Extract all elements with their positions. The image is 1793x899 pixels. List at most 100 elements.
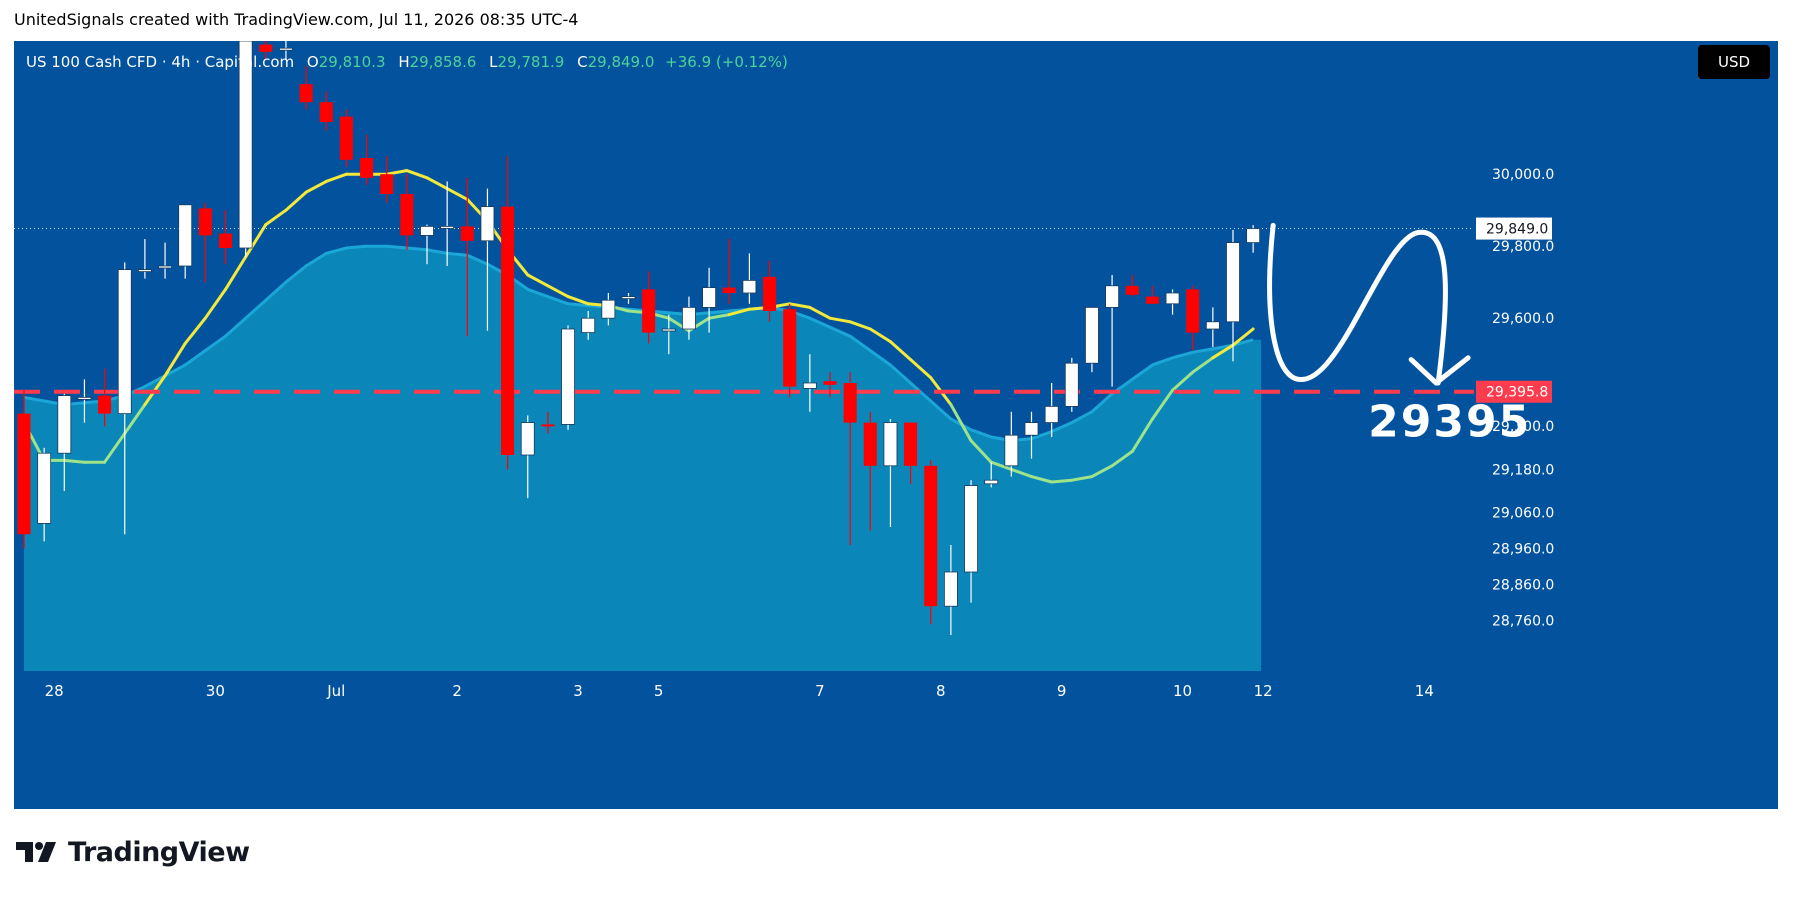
candle-body: [944, 571, 958, 607]
x-tick-label: 7: [815, 682, 825, 700]
candle-body: [1186, 289, 1200, 333]
ma-fast-segment: [1050, 478, 1074, 484]
candle: [1145, 285, 1159, 304]
x-tick-label: 9: [1057, 682, 1067, 700]
candle: [783, 303, 797, 398]
candle: [259, 41, 273, 59]
ma-fast-segment: [969, 439, 993, 464]
candle-body: [319, 102, 333, 122]
candle: [279, 41, 293, 59]
x-tick-label: 12: [1254, 682, 1273, 700]
close-value: 29,849.0: [587, 53, 655, 71]
ma-fast-segment: [1009, 467, 1033, 479]
x-tick-label: Jul: [326, 682, 345, 700]
candle-body: [299, 84, 313, 103]
candle: [904, 422, 918, 484]
candle: [742, 253, 757, 304]
candle-body: [1004, 434, 1019, 467]
ma-fast-segment: [727, 307, 751, 317]
ma-slow-line: [23, 244, 1254, 443]
candle: [561, 325, 575, 430]
ma-fast-segment: [848, 320, 872, 331]
ma-fast-segment: [546, 284, 570, 299]
candle-body: [984, 479, 999, 485]
candle: [964, 480, 978, 603]
level-price-box: [1476, 380, 1552, 403]
candle-body: [460, 226, 474, 241]
candle: [17, 390, 31, 549]
candle-body: [843, 383, 857, 423]
candle: [158, 242, 172, 279]
ma-fast-segment: [445, 187, 469, 201]
tradingview-logo[interactable]: TradingView: [16, 834, 250, 870]
candle: [1205, 307, 1220, 347]
close-label: C: [577, 53, 588, 71]
open-label: O: [306, 53, 319, 71]
candle: [77, 379, 92, 423]
candle-body: [380, 174, 394, 194]
currency-button[interactable]: USD: [1698, 45, 1770, 79]
candle: [1125, 275, 1139, 297]
candle: [1064, 357, 1079, 412]
candle-body: [279, 47, 293, 51]
candle-body: [158, 265, 172, 269]
candle: [843, 372, 857, 545]
y-tick-label: 28,960.0: [1492, 542, 1554, 558]
candle: [138, 239, 152, 279]
symbol-title[interactable]: US 100 Cash CFD · 4h · Capital.com: [26, 53, 295, 71]
candle: [541, 411, 555, 434]
candle-body: [581, 317, 596, 334]
candle-body: [904, 422, 918, 466]
candle-body: [682, 306, 696, 330]
ma-fast-segment: [123, 403, 147, 435]
ma-fast-segment: [284, 190, 308, 212]
ma-fast-segment: [405, 169, 429, 180]
ma-fast-segment: [909, 358, 933, 380]
candle-body: [440, 225, 455, 229]
candle-body: [238, 41, 253, 249]
candle-body: [601, 299, 616, 319]
candle: [319, 91, 333, 131]
chart-panel[interactable]: 29395 30,000.0 29,800.0 29,600.0 29,300.0 29…: [14, 41, 1778, 809]
candle: [682, 296, 696, 340]
ma-fast-segment: [425, 176, 449, 191]
candle-body: [17, 413, 31, 535]
candle-body: [1064, 362, 1079, 407]
candle: [621, 293, 636, 304]
ma-fast-segment: [1070, 475, 1094, 482]
candle-body: [98, 395, 112, 414]
candle-body: [1024, 422, 1039, 436]
candle: [1186, 285, 1200, 351]
candle: [883, 419, 898, 527]
ma-fast-segment: [566, 295, 590, 306]
candle: [1226, 230, 1240, 362]
x-tick-label: 3: [573, 682, 583, 700]
y-tick-label: 29,060.0: [1492, 506, 1554, 522]
candle: [924, 460, 938, 625]
candle: [802, 354, 817, 412]
candle-body: [1246, 228, 1261, 243]
candle: [440, 181, 455, 266]
low-value: 29,781.9: [497, 53, 565, 71]
candlestick-chart[interactable]: 29395 30,000.029,800.029,600.029,300.029…: [14, 41, 1778, 809]
tradingview-logo-text: TradingView: [68, 836, 250, 868]
candle-body: [702, 287, 716, 308]
candle: [57, 393, 72, 491]
candle: [1246, 225, 1261, 253]
ma-fast-segment: [385, 169, 409, 176]
ma-fast-segment: [828, 316, 852, 324]
x-tick-label: 8: [936, 682, 946, 700]
candle: [198, 203, 212, 283]
candle-body: [661, 328, 676, 332]
x-tick-label: 30: [206, 682, 225, 700]
candle: [823, 372, 837, 398]
candle: [601, 293, 616, 326]
candle-body: [1226, 242, 1240, 323]
candle: [520, 415, 535, 499]
ma-fast-segment: [224, 255, 248, 291]
candle: [339, 109, 353, 167]
candle: [863, 411, 877, 531]
candle: [98, 368, 112, 427]
candle: [360, 134, 374, 185]
candle: [581, 311, 596, 340]
